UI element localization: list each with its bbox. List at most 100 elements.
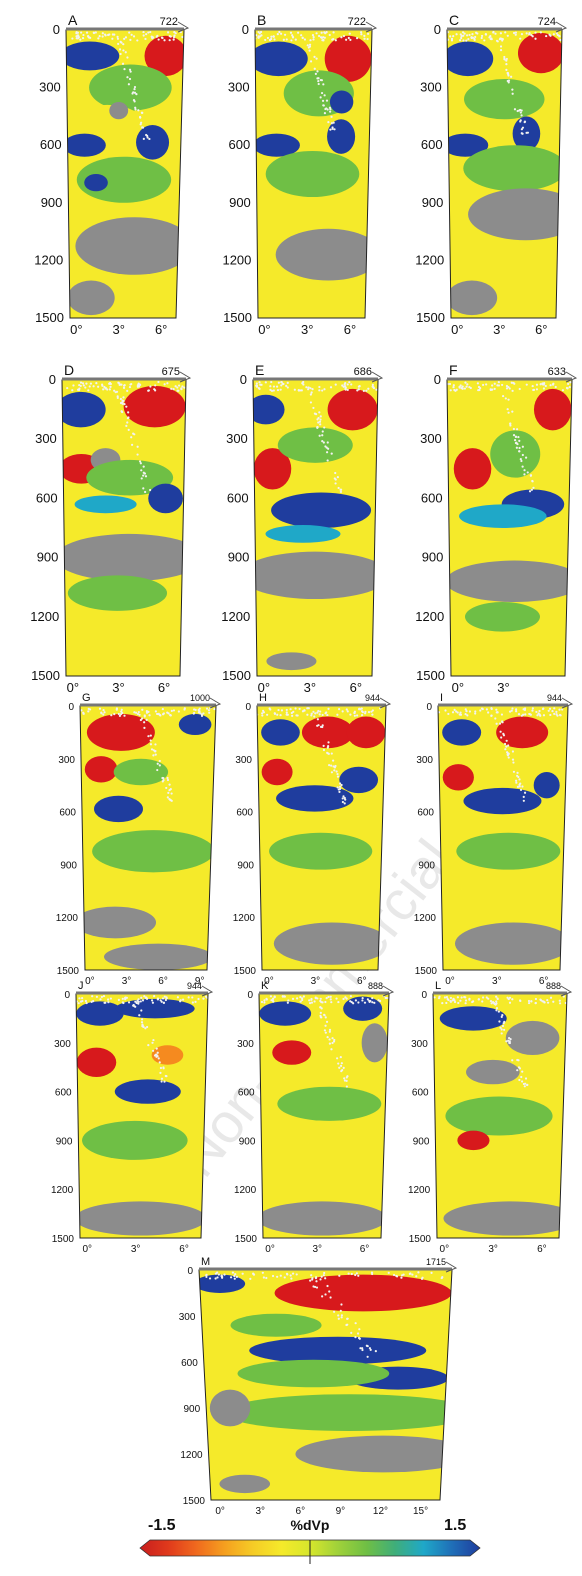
anomaly-blue: [533, 772, 560, 799]
depth-tick-label: 900: [37, 550, 59, 565]
longitude-tick-label: 3°: [304, 680, 316, 695]
depth-tick-label: 900: [422, 550, 444, 565]
earthquake-hypocenters: [205, 1271, 444, 1358]
panel-J: J 944 0 300 600 900 1200 1500 0° 3° 6°: [51, 980, 214, 1255]
longitude-tick-label: 6°: [344, 322, 356, 337]
longitude-tick-label: 0°: [82, 1244, 92, 1255]
panel-label: I: [440, 692, 443, 704]
depth-tick-label: 1500: [31, 668, 60, 683]
depth-tick-label: 900: [229, 195, 251, 210]
longitude-tick-label: 6°: [535, 322, 547, 337]
depth-tick-label: 1500: [416, 668, 445, 683]
depth-tick-label: 300: [39, 80, 61, 95]
depth-tick-label: 1500: [234, 966, 257, 977]
anomaly-red: [86, 713, 155, 751]
anomaly-blue: [255, 41, 308, 77]
anomaly-gray: [273, 922, 386, 965]
depth-tick-label: 1200: [233, 913, 256, 924]
anomaly-gray: [109, 102, 129, 120]
direction-arrow-icon: [209, 697, 222, 709]
depth-tick-label: 1500: [183, 1496, 206, 1507]
anomaly-red: [517, 32, 562, 74]
depth-tick-label: 0: [49, 372, 56, 387]
anomaly-gray: [454, 922, 568, 965]
depth-tick-label: 900: [237, 860, 254, 871]
earthquake-hypocenters: [260, 994, 389, 1088]
longitude-tick-label: 0°: [265, 1244, 275, 1255]
anomaly-gray: [443, 1201, 567, 1236]
depth-tick-label: 300: [54, 1039, 71, 1050]
depth-tick-label: 600: [421, 137, 443, 152]
depth-tick-label: 900: [56, 1136, 73, 1147]
anomaly-red: [324, 35, 372, 82]
profile-length: 722: [160, 16, 178, 28]
profile-length: 1715: [426, 1257, 446, 1267]
longitude-tick-label: 3°: [122, 976, 132, 987]
depth-tick-label: 600: [181, 1358, 198, 1369]
background-fill: [76, 994, 208, 1238]
depth-tick-label: 900: [413, 1136, 430, 1147]
earthquake-hypocenters: [433, 995, 567, 1088]
anomaly-cyan: [74, 495, 137, 514]
anomaly-blue: [199, 1274, 246, 1294]
anomaly-cyan: [265, 525, 341, 543]
direction-arrow-icon: [382, 985, 395, 997]
anomaly-green: [82, 1120, 188, 1160]
anomaly-gray: [67, 280, 115, 316]
depth-tick-label: 1500: [409, 1234, 432, 1245]
anomaly-green: [445, 1096, 553, 1136]
panel-C: C 724 0 300 600 900 1200 1500 0° 3° 6°: [415, 12, 568, 337]
panel-I: I 944 0 300 600 900 1200 1500 0° 3° 6°: [414, 692, 574, 987]
background-fill: [62, 380, 186, 676]
depth-tick-label: 1500: [57, 966, 80, 977]
panel-E: E 686 0 300 600 900 1200 1500 0° 3° 6°: [221, 362, 384, 695]
depth-tick-label: 0: [187, 1266, 193, 1277]
depth-tick-label: 600: [417, 808, 434, 819]
anomaly-red: [274, 1274, 452, 1312]
anomaly-blue: [327, 119, 356, 154]
anomaly-gray: [259, 1201, 388, 1236]
direction-arrow-icon: [561, 697, 574, 709]
anomaly-gray: [75, 217, 184, 275]
longitude-tick-label: 12°: [373, 1506, 388, 1517]
panel-label: K: [261, 980, 269, 992]
panel-label: M: [201, 1256, 210, 1268]
depth-tick-label: 600: [228, 137, 250, 152]
depth-tick-label: 900: [228, 550, 250, 565]
depth-tick-label: 1200: [222, 252, 251, 267]
panel-K: K 888 0 300 600 900 1200 1500 0° 3° 6°: [234, 980, 395, 1255]
colorbar-min-label: -1.5: [148, 1517, 176, 1534]
anomaly-gray: [76, 1201, 207, 1236]
direction-arrow-icon: [379, 697, 392, 709]
anomaly-yellow: [447, 391, 475, 428]
colorbar-max-label: 1.5: [444, 1517, 466, 1534]
longitude-tick-label: 6°: [179, 1244, 189, 1255]
longitude-tick-label: 9°: [195, 976, 205, 987]
longitude-tick-label: 0°: [452, 680, 464, 695]
depth-tick-label: 1500: [35, 310, 64, 325]
panel-G: G 1000 0 300 600 900 1200 1500 0° 3° 6° 9°: [56, 692, 222, 987]
anomaly-gray: [253, 551, 378, 600]
depth-tick-label: 0: [240, 372, 247, 387]
anomaly-gray: [447, 280, 498, 316]
panel-A: A 722 0 300 600 900 1200 1500 0° 3° 6°: [34, 12, 190, 337]
earthquake-hypocenters: [76, 994, 208, 1083]
earthquake-hypocenters: [66, 380, 186, 494]
longitude-tick-label: 6°: [158, 680, 170, 695]
longitude-tick-label: 6°: [357, 976, 367, 987]
earthquake-hypocenters: [255, 30, 370, 131]
depth-tick-label: 300: [416, 755, 433, 766]
longitude-tick-label: 3°: [492, 976, 502, 987]
panel-D: D 675 0 300 600 900 1200 1500 0° 3° 6°: [30, 362, 192, 695]
panel-label: E: [255, 362, 264, 378]
profile-length: 724: [538, 16, 556, 28]
anomaly-blue: [259, 1001, 312, 1026]
profile-length: 1000: [190, 693, 210, 703]
depth-tick-label: 1200: [415, 609, 444, 624]
anomaly-blue: [276, 785, 354, 812]
longitude-tick-label: 3°: [311, 976, 321, 987]
anomaly-green: [230, 1313, 322, 1337]
anomaly-red: [327, 388, 378, 431]
panel-label: G: [82, 692, 91, 704]
anomaly-blue: [249, 1336, 427, 1365]
